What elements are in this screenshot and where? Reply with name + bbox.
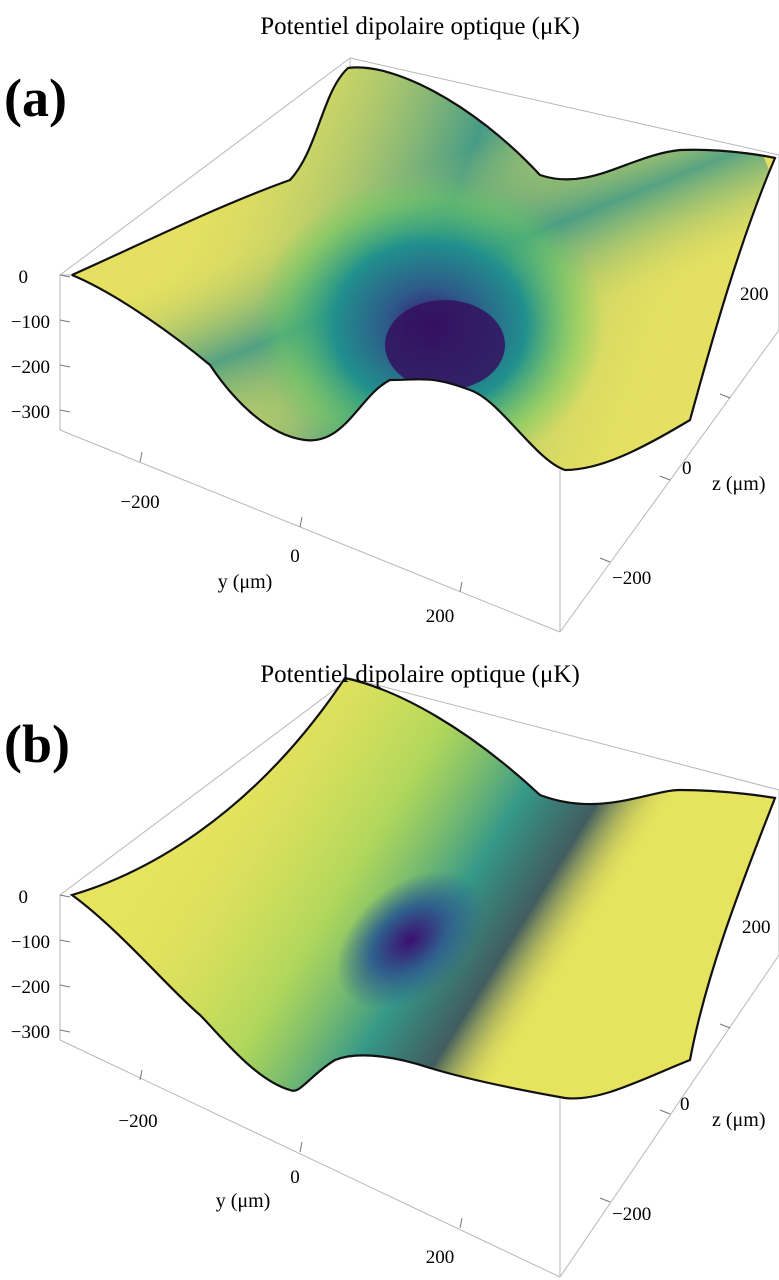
z-axis-tick: 200 xyxy=(740,284,769,305)
z-tick: −300 xyxy=(11,402,50,423)
panel-a: Potentiel dipolaire optique (μK) (a) 0 −… xyxy=(4,13,779,633)
panel-label: (a) xyxy=(4,68,67,128)
z-axis-tick: −200 xyxy=(612,1204,651,1225)
panel-label: (b) xyxy=(4,714,70,774)
panel-b: Potentiel dipolaire optique (μK) (b) 0 −… xyxy=(0,640,779,1280)
chart-title: Potentiel dipolaire optique (μK) xyxy=(260,661,580,688)
surface-plot-a: Potentiel dipolaire optique (μK) (a) 0 −… xyxy=(4,13,779,633)
z-axis-tick: 0 xyxy=(682,458,692,479)
bounding-box-front xyxy=(59,274,779,633)
z-tick: 0 xyxy=(19,887,29,908)
z-tick: −200 xyxy=(11,357,50,378)
z-tick: −100 xyxy=(11,932,50,953)
bounding-box-front xyxy=(59,954,779,1278)
z-axis-label: z (μm) xyxy=(712,473,765,495)
z-tick: −200 xyxy=(11,977,50,998)
chart-title: Potentiel dipolaire optique (μK) xyxy=(260,13,580,40)
y-tick: −200 xyxy=(118,1111,157,1132)
y-tick: 0 xyxy=(290,1167,300,1188)
surface-plot-b: Potentiel dipolaire optique (μK) (b) 0 −… xyxy=(4,661,779,1278)
tick-marks-b xyxy=(59,894,731,1229)
surface-b xyxy=(69,676,777,1100)
z-axis-tick: 0 xyxy=(680,1094,690,1115)
tick-marks-a xyxy=(59,274,731,593)
y-tick: 200 xyxy=(426,606,455,627)
z-tick: −300 xyxy=(11,1022,50,1043)
z-tick: 0 xyxy=(19,267,29,288)
bounding-box-back xyxy=(59,677,779,1040)
y-axis-label: y (μm) xyxy=(218,571,273,593)
z-axis-tick: 200 xyxy=(742,917,771,938)
z-tick: −100 xyxy=(11,312,50,333)
y-tick: −200 xyxy=(120,492,159,513)
y-tick: 0 xyxy=(290,546,300,567)
surface-a xyxy=(69,66,777,472)
z-axis-label: z (μm) xyxy=(712,1109,765,1131)
y-axis-label: y (μm) xyxy=(216,1190,271,1212)
y-tick: 200 xyxy=(426,1247,455,1268)
z-axis-tick: −200 xyxy=(612,568,651,589)
